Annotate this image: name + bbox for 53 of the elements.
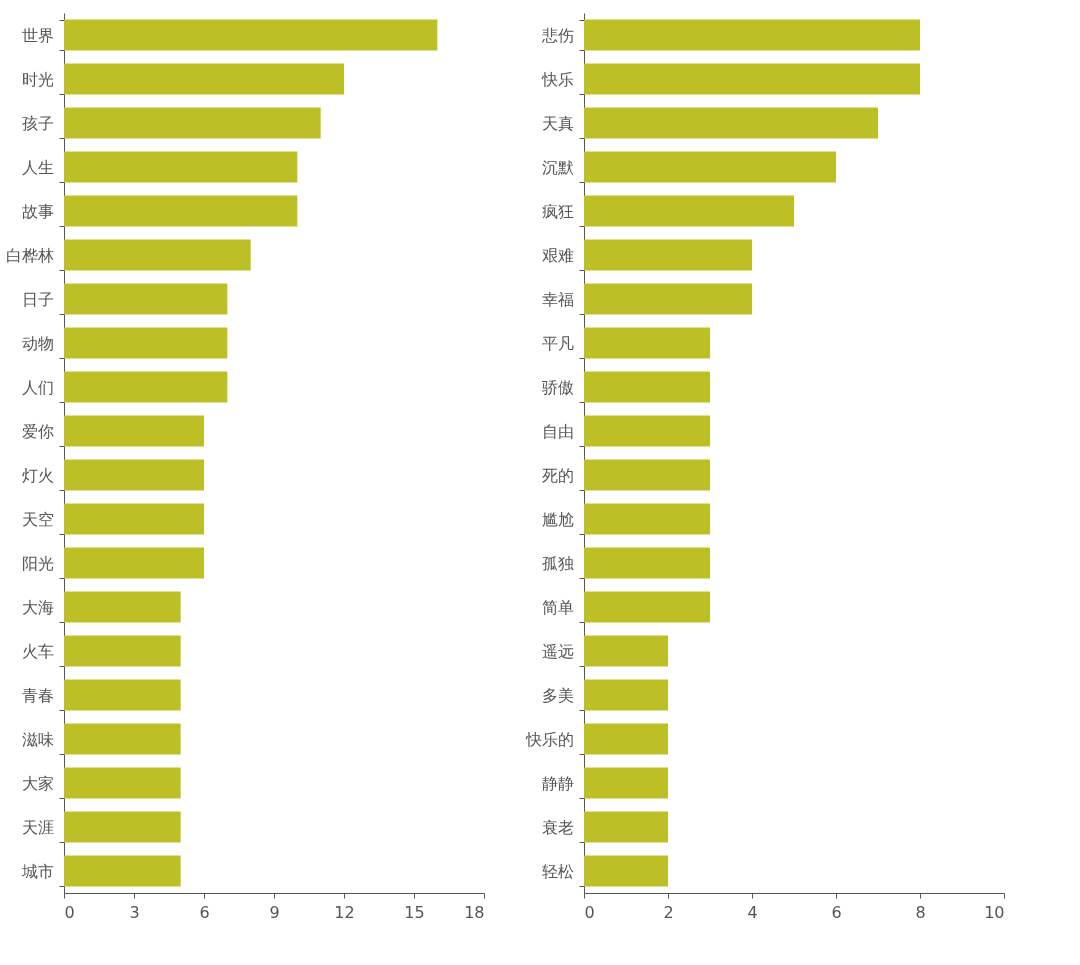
x-tick-label: 3 <box>129 902 140 922</box>
y-tick-label: 大海 <box>21 597 54 617</box>
x-tick-label: 18 <box>464 902 485 922</box>
y-tick-label: 快乐 <box>540 69 574 89</box>
x-tick-label: 10 <box>984 902 1005 922</box>
y-tick-label: 艰难 <box>541 245 574 265</box>
y-tick-label: 疯狂 <box>541 201 574 221</box>
y-tick-label: 快乐的 <box>524 729 574 749</box>
y-tick-label: 阳光 <box>21 553 54 573</box>
y-tick-label: 故事 <box>21 201 54 221</box>
y-tick-label: 静静 <box>541 773 574 793</box>
x-tick-label: 8 <box>915 902 926 922</box>
y-tick-label: 火车 <box>21 641 54 661</box>
y-tick-label: 死的 <box>541 465 574 485</box>
y-tick-label: 天空 <box>21 509 54 529</box>
x-tick-label: 9 <box>269 902 280 922</box>
x-tick-label: 12 <box>334 902 355 922</box>
x-tick-label: 4 <box>747 902 758 922</box>
y-tick-label: 平凡 <box>541 333 574 353</box>
x-tick-label: 15 <box>404 902 425 922</box>
y-tick-label: 爱你 <box>21 421 54 441</box>
y-tick-label: 自由 <box>541 421 574 441</box>
y-tick-label: 人生 <box>21 157 54 177</box>
y-tick-label: 轻松 <box>541 861 574 881</box>
y-tick-label: 孩子 <box>21 113 54 133</box>
x-tick-label: 0 <box>64 902 75 922</box>
y-tick-label: 时光 <box>21 69 54 89</box>
y-tick-label: 天涯 <box>21 817 54 837</box>
y-tick-label: 人们 <box>21 377 54 397</box>
y-tick-label: 骄傲 <box>541 377 574 397</box>
y-tick-label: 多美 <box>541 685 574 705</box>
y-tick-label: 城市 <box>20 861 54 881</box>
y-tick-label: 天真 <box>541 113 574 133</box>
x-tick-label: 2 <box>663 902 674 922</box>
y-tick-label: 世界 <box>21 25 54 45</box>
y-tick-label: 白桦林 <box>5 245 54 265</box>
x-tick-label: 6 <box>831 902 842 922</box>
y-tick-label: 幸福 <box>541 289 574 309</box>
y-tick-label: 遥远 <box>541 641 574 661</box>
y-tick-label: 沉默 <box>541 157 574 177</box>
y-tick-label: 孤独 <box>541 553 574 573</box>
y-tick-label: 灯火 <box>21 465 54 485</box>
y-tick-label: 青春 <box>21 685 54 705</box>
y-tick-label: 尴尬 <box>541 509 574 529</box>
y-tick-label: 动物 <box>21 333 54 353</box>
y-tick-label: 大家 <box>21 773 54 793</box>
y-tick-label: 悲伤 <box>540 25 574 45</box>
y-tick-label: 简单 <box>541 597 574 617</box>
y-tick-label: 日子 <box>21 289 54 309</box>
y-tick-label: 滋味 <box>21 729 54 749</box>
y-tick-label: 衰老 <box>541 817 574 837</box>
x-tick-label: 6 <box>199 902 210 922</box>
x-tick-label: 0 <box>584 902 595 922</box>
